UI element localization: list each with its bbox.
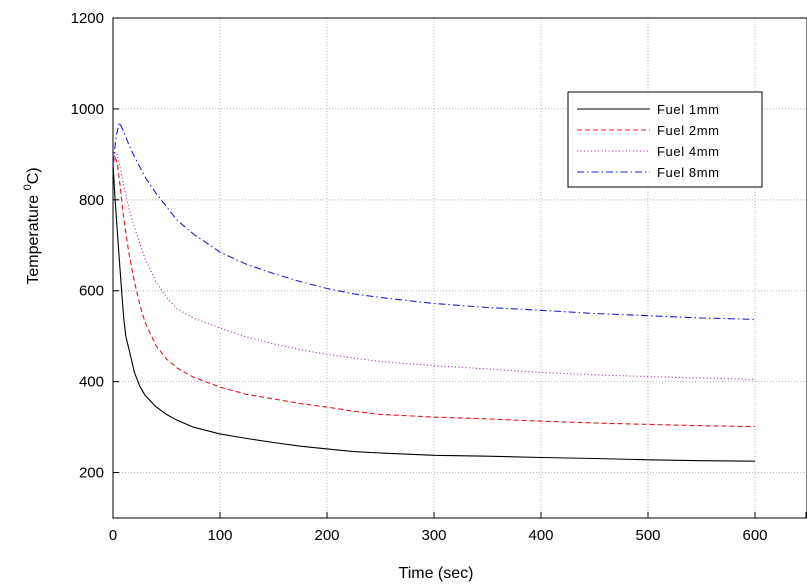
x-tick-label: 300 [421, 527, 446, 544]
legend-label: Fuel 4mm [657, 144, 720, 159]
legend-label: Fuel 1mm [657, 102, 720, 117]
series-line [112, 154, 756, 428]
x-tick-label: 100 [207, 527, 232, 544]
plot-area-frame [112, 17, 807, 519]
x-tick-label: 500 [635, 527, 660, 544]
series-layer [112, 120, 756, 462]
y-axis-title: Temperature 0C) [22, 167, 42, 284]
x-tick-label: 200 [314, 527, 339, 544]
tick-labels: 0 100 200 300 400 500 600 200 400 600 800 1000 1200 [71, 10, 768, 544]
x-tick-label: 600 [742, 527, 767, 544]
legend-label: Fuel 8mm [657, 165, 720, 180]
y-axis-title-superscript: 0 [22, 184, 34, 190]
series-line [112, 120, 756, 320]
gridlines [113, 18, 807, 518]
x-tick-label: 400 [528, 527, 553, 544]
y-tick-label: 600 [79, 283, 104, 300]
y-tick-label: 200 [79, 465, 104, 482]
legend: Fuel 1mm Fuel 2mm Fuel 4mm Fuel 8mm [567, 91, 763, 188]
y-axis-title-main: Temperature [25, 190, 42, 284]
y-tick-label: 800 [79, 192, 104, 209]
y-tick-label: 1000 [71, 101, 104, 118]
axis-ticks [112, 17, 807, 518]
legend-box [567, 91, 763, 188]
legend-label: Fuel 2mm [657, 123, 720, 138]
x-axis-title: Time (sec) [399, 565, 474, 582]
y-tick-label: 1200 [71, 10, 104, 27]
y-axis-title-unit: C) [25, 167, 42, 184]
y-tick-label: 400 [79, 374, 104, 391]
x-tick-label: 0 [109, 527, 117, 544]
series-line [112, 163, 756, 462]
